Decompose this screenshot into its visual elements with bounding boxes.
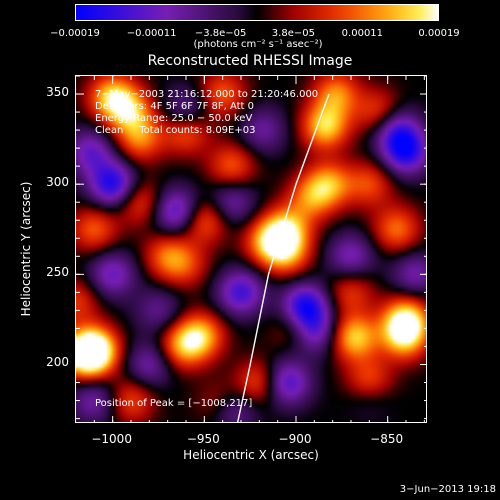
plot-area: 7−May−2003 21:16:12.000 to 21:20:46.000 … xyxy=(75,75,427,423)
heatmap-image xyxy=(76,76,426,422)
chart-title: Reconstructed RHESSI Image xyxy=(147,53,353,69)
y-axis-label: Heliocentric Y (arcsec) xyxy=(19,181,33,317)
plot-overlay xyxy=(76,76,426,422)
energy-range-annotation: Energy Range: 25.0 − 50.0 keV xyxy=(95,113,253,124)
colorbar-tick-label: −0.00019 xyxy=(50,28,100,39)
colorbar-unit: (photons cm⁻² s⁻¹ asec⁻²) xyxy=(193,39,323,50)
x-tick-label: −950 xyxy=(186,432,220,446)
y-tick-label: 350 xyxy=(46,85,69,100)
peak-position-annotation: Position of Peak = [−1008,217] xyxy=(95,398,253,409)
detectors-annotation: Detectors: 4F 5F 6F 7F 8F, Att 0 xyxy=(95,101,255,112)
axis-tick-marks xyxy=(76,76,426,422)
colorbar-tick-label: −3.8e−05 xyxy=(194,28,247,39)
y-tick-label: 200 xyxy=(46,355,69,370)
x-axis-label: Heliocentric X (arcsec) xyxy=(183,448,319,462)
solar-limb-line xyxy=(237,93,330,422)
x-tick-label: −900 xyxy=(278,432,312,446)
y-tick-label: 300 xyxy=(46,175,69,190)
clean-counts-annotation: Clean Total counts: 8.09E+03 xyxy=(95,125,256,136)
time-range-annotation: 7−May−2003 21:16:12.000 to 21:20:46.000 xyxy=(95,89,319,100)
colorbar-tick-label: −0.00011 xyxy=(126,28,177,39)
colorbar-tick-label: 0.00019 xyxy=(418,28,460,39)
y-tick-label: 250 xyxy=(46,265,69,280)
plot-date-footer: 3−Jun−2013 19:18 xyxy=(399,484,496,495)
x-tick-label: −1000 xyxy=(91,432,132,446)
colorbar xyxy=(75,4,439,21)
colorbar-tick-label: 0.00011 xyxy=(341,28,384,39)
x-tick-label: −850 xyxy=(370,432,404,446)
colorbar-tick-label: 3.8e−05 xyxy=(271,28,315,39)
